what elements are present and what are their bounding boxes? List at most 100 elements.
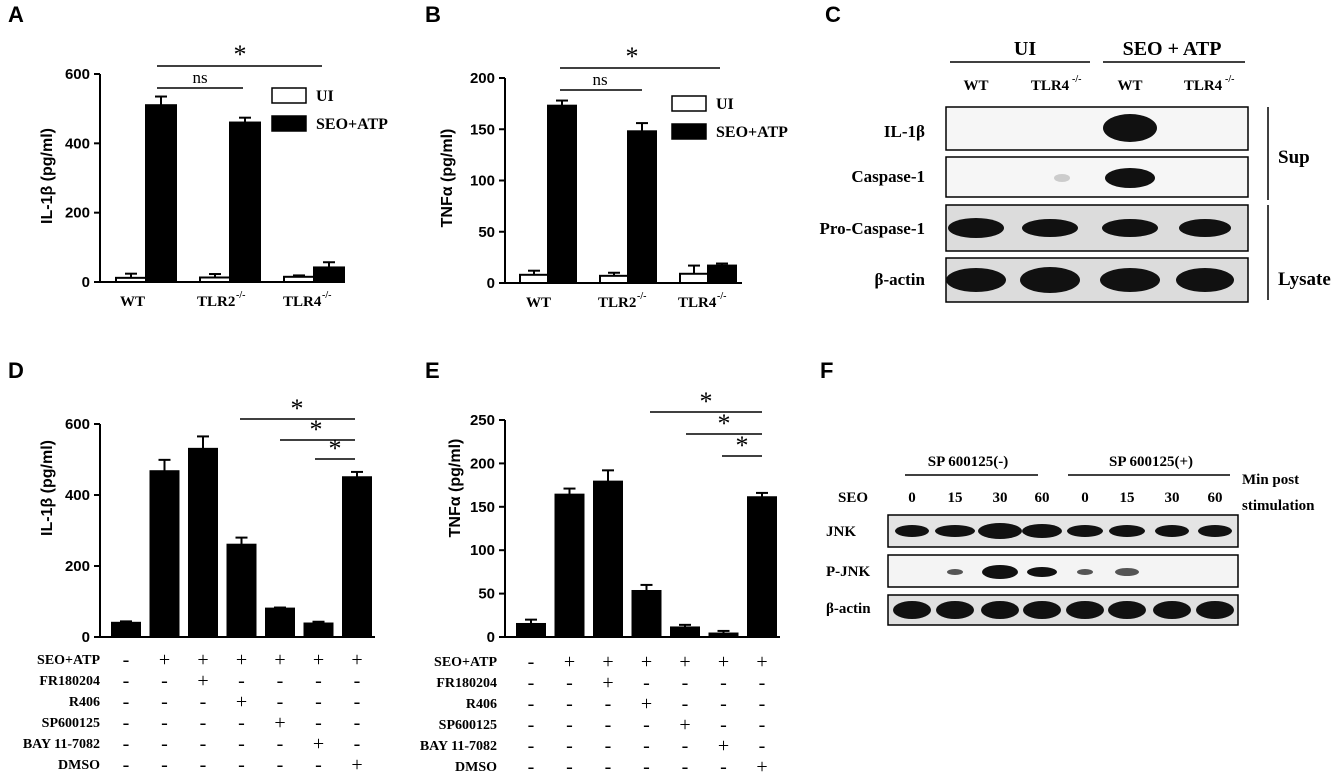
panel-a-ytick-label: 600 — [65, 66, 90, 83]
panel-e-treatment-sign: - — [759, 714, 766, 736]
panel-b-ui-bar — [519, 273, 549, 284]
panel-e-ytick-label: 100 — [470, 542, 495, 559]
panel-a-ui-bar — [115, 276, 147, 283]
panel-c-lane-1: WT — [963, 78, 988, 94]
panel-d-treatment-sign: - — [200, 754, 207, 774]
panel-a-seo-bar — [145, 104, 177, 283]
panel-f-row-pjnk: P-JNK — [826, 564, 870, 580]
panel-d-treatment-sign: + — [313, 649, 324, 671]
panel-e-treatment-sign: - — [682, 693, 689, 715]
panel-d-treatment-sign: + — [236, 649, 247, 671]
panel-b-sig-ns: ns — [592, 70, 607, 89]
panel-c-lane-4: TLR4 — [1184, 78, 1223, 94]
panel-f-band-pjnk — [1077, 569, 1093, 575]
panel-f-band-jnk — [1022, 524, 1062, 538]
panel-d-treatment-sign: - — [238, 670, 245, 692]
panel-f-time-note-1: Min post — [1242, 472, 1299, 488]
panel-d-y-label: IL-1β (pg/ml) — [39, 440, 56, 536]
panel-e-sig-star-1: * — [700, 387, 713, 416]
panel-f-blot: SP 600125(-) SP 600125(+) Min post stimu… — [826, 454, 1315, 626]
panel-d-treatment-sign: + — [274, 649, 285, 671]
panel-f-band-jnk — [1198, 525, 1232, 537]
panel-c-label-lysate: Lysate — [1278, 269, 1331, 290]
panel-d-bar — [188, 447, 218, 638]
panel-d-treatment-sign: - — [277, 670, 284, 692]
panel-c-row-actin: β-actin — [874, 270, 925, 289]
panel-e-treatment-sign: - — [605, 735, 612, 757]
panel-e-treatment-sign: - — [566, 672, 573, 694]
panel-a-seo-bar — [229, 121, 261, 283]
panel-f-time-label: 30 — [1165, 490, 1180, 506]
panel-d-bar — [265, 607, 295, 638]
panel-f-band-jnk — [895, 525, 929, 537]
panel-f-seo-label: SEO — [838, 490, 868, 506]
panel-f-time-label: 0 — [908, 490, 916, 506]
panel-d-treatment-sign: - — [161, 670, 168, 692]
panel-b-legend-swatch-seo — [671, 123, 707, 140]
panel-f-time-label: 30 — [993, 490, 1008, 506]
panel-a-ui-bar — [283, 275, 315, 283]
panel-b-legend-seo: SEO+ATP — [716, 124, 788, 141]
panel-e-sig-star-3: * — [736, 431, 749, 460]
panel-c-band-actin-1 — [946, 268, 1006, 292]
panel-c-band-casp1-seo-wt — [1105, 168, 1155, 188]
panel-letter-f: F — [820, 358, 833, 383]
panel-d-treatment-sign: - — [123, 712, 130, 734]
panel-c-band-casp1-faint — [1054, 174, 1070, 182]
panel-e-treatment-sign: - — [682, 735, 689, 757]
panel-a-legend-ui: UI — [316, 88, 334, 105]
panel-b-y-label: TNFα (pg/ml) — [439, 129, 456, 228]
panel-b-ui-bar — [599, 274, 629, 285]
panel-e-treatment-label: DMSO — [455, 760, 497, 774]
panel-b-seo-bar — [707, 264, 737, 285]
panel-e-bar — [554, 493, 585, 639]
panel-e-treatment-sign: - — [605, 693, 612, 715]
panel-d-treatment-sign: + — [351, 754, 362, 774]
panel-b-xtick-tlr2: TLR2 — [598, 295, 636, 311]
panel-d-treatment-sign: - — [123, 670, 130, 692]
panel-d-treatment-label: DMSO — [58, 758, 100, 773]
panel-d-treatment-sign: - — [200, 691, 207, 713]
panel-f-band-pjnk — [1115, 568, 1139, 576]
panel-e-treatment-label: SP600125 — [439, 718, 497, 733]
panel-d-treatment-sign: - — [123, 691, 130, 713]
panel-e-treatment-sign: - — [720, 672, 727, 694]
panel-e-treatment-sign: - — [720, 756, 727, 774]
panel-e-treatment-sign: - — [720, 693, 727, 715]
panel-d-treatment-sign: - — [123, 649, 130, 671]
panel-e-treatment-sign: - — [720, 714, 727, 736]
panel-e-treatment-sign: + — [641, 693, 652, 715]
panel-d-treatment-sign: - — [161, 733, 168, 755]
panel-d-treatment-label: R406 — [69, 695, 100, 710]
panel-c-label-sup: Sup — [1278, 147, 1310, 168]
panel-e-treatment-sign: - — [528, 714, 535, 736]
panel-a-xtick-wt: WT — [120, 294, 145, 310]
panel-c-band-il1b-seo-wt — [1103, 114, 1157, 142]
panel-d-bar — [226, 543, 257, 639]
panel-letter-e: E — [425, 358, 440, 383]
panel-e-treatment-sign: - — [643, 672, 650, 694]
panel-f-time-label: 0 — [1081, 490, 1089, 506]
panel-f-band-actin — [936, 601, 974, 619]
panel-f-band-jnk — [1067, 525, 1103, 537]
panel-e-y-label: TNFα (pg/ml) — [447, 439, 464, 538]
panel-b-legend-ui: UI — [716, 96, 734, 113]
panel-f-band-actin — [1023, 601, 1061, 619]
panel-d-treatment-sign: - — [354, 691, 361, 713]
panel-e-bar — [670, 626, 700, 639]
panel-e-treatment-sign: - — [566, 693, 573, 715]
panel-e-treatment-sign: - — [528, 651, 535, 673]
panel-f-band-actin — [1066, 601, 1104, 619]
panel-d-ytick-label: 0 — [82, 629, 90, 646]
panel-d-treatment-sign: - — [238, 712, 245, 734]
panel-e-ytick-label: 0 — [487, 629, 495, 646]
panel-f-band-pjnk — [982, 565, 1018, 579]
panel-letter-d: D — [8, 358, 24, 383]
panel-e-treatment-sign: - — [643, 714, 650, 736]
panel-a-legend-swatch-ui — [271, 87, 307, 104]
panel-e-treatment-sign: + — [602, 672, 613, 694]
panel-e-treatment-sign: - — [759, 735, 766, 757]
panel-e-treatment-sign: + — [679, 714, 690, 736]
panel-c-lane-2-sup: -/- — [1072, 74, 1081, 85]
